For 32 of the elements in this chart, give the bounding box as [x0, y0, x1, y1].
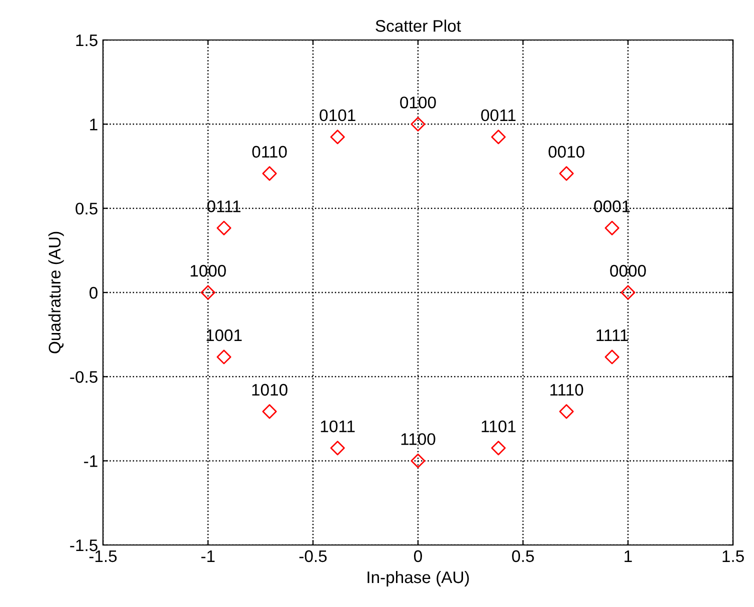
x-tick-label: -1 — [201, 550, 215, 562]
annotation: 1100 — [401, 433, 436, 446]
x-tick-label: 1.5 — [722, 550, 744, 562]
annotation: 1101 — [482, 420, 516, 432]
annotation: 1111 — [596, 330, 628, 342]
annotation: 1110 — [550, 384, 584, 396]
annotation: 1001 — [206, 329, 242, 342]
annotation: 0111 — [207, 200, 240, 212]
chart-title: Scatter Plot — [376, 20, 461, 32]
y-tick-label: 0 — [90, 286, 98, 299]
x-tick-label: 0.5 — [512, 550, 534, 562]
annotation: 0000 — [610, 264, 646, 277]
y-tick-label: -1.5 — [70, 540, 98, 552]
y-tick-label: 0.5 — [76, 202, 98, 215]
annotation: 0101 — [320, 109, 356, 122]
x-axis-title: In-phase (AU) — [368, 570, 469, 586]
annotation: 0110 — [252, 146, 287, 158]
y-axis-title: Quadrature (AU) — [48, 232, 64, 354]
x-tick-label: -0.5 — [299, 550, 327, 562]
y-tick-label: 1.5 — [76, 34, 98, 46]
y-tick-label: -0.5 — [70, 371, 98, 383]
annotation: 1010 — [252, 384, 288, 396]
x-tick-label: 0 — [414, 550, 422, 562]
annotation: 0001 — [594, 200, 630, 212]
y-tick-label: 1 — [90, 118, 98, 130]
annotation: 0100 — [400, 96, 436, 108]
annotation: 0011 — [481, 109, 516, 122]
y-tick-label: -1 — [84, 455, 98, 467]
annotation: 1011 — [320, 420, 355, 432]
x-tick-label: 1 — [624, 550, 632, 562]
annotation: 0010 — [548, 146, 584, 158]
annotation: 1000 — [190, 264, 226, 277]
